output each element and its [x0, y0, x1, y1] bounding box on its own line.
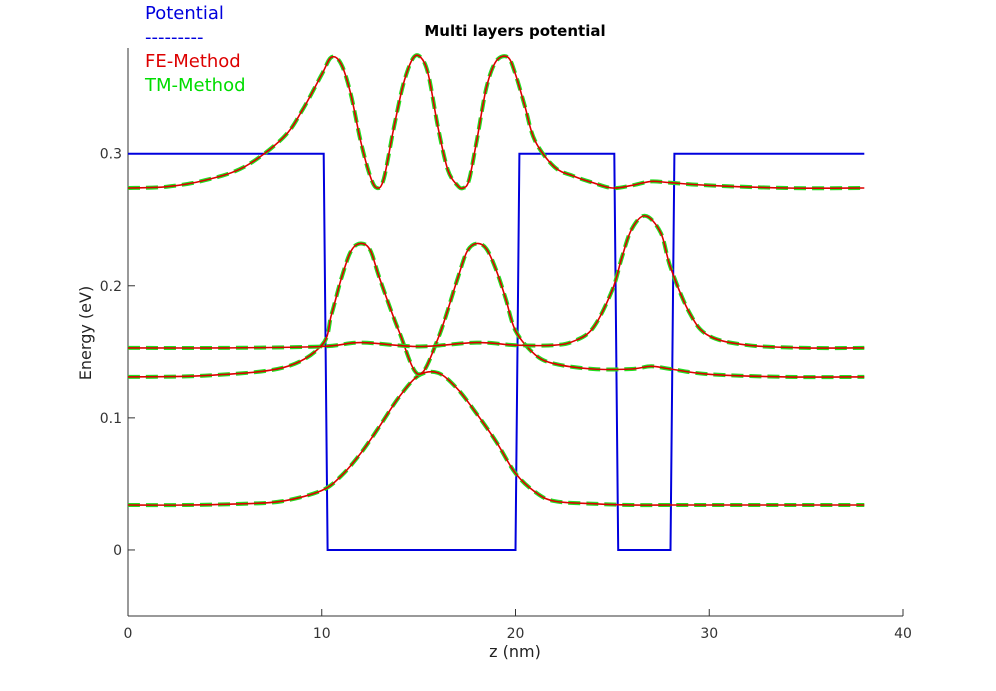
y-tick-label: 0: [113, 543, 122, 559]
legend-entry-dashes: ---------: [145, 27, 204, 48]
x-axis-label: z (nm): [489, 642, 541, 661]
x-tick-label: 20: [507, 626, 525, 642]
x-tick-label: 10: [313, 626, 331, 642]
legend-entry-fe-method: FE-Method: [145, 51, 241, 72]
x-tick-label: 30: [700, 626, 718, 642]
x-tick-label: 40: [894, 626, 912, 642]
tm-method-curve-4: [127, 53, 865, 191]
y-tick-label: 0.3: [100, 147, 122, 163]
fe-method-curve-4: [127, 54, 865, 190]
legend: Potential --------- FE-Method TM-Method: [145, 2, 246, 98]
fe-method-curve-2: [127, 242, 865, 378]
y-tick-label: 0.1: [100, 411, 122, 427]
chart-title: Multi layers potential: [424, 22, 605, 40]
tm-method-curve-1: [127, 369, 865, 508]
legend-entry-tm-method: TM-Method: [145, 75, 246, 96]
tm-method-curve-2: [127, 241, 865, 380]
fe-method-curve-3: [127, 214, 865, 349]
tm-method-curve-3: [127, 213, 865, 351]
fe-method-curve-1: [127, 370, 865, 506]
potential-line: [128, 152, 865, 551]
y-tick-label: 0.2: [100, 279, 122, 295]
legend-entry-potential: Potential: [145, 3, 224, 24]
y-axis-label: Energy (eV): [76, 286, 95, 380]
axes: 0 10 20 30 40 0 0.1 0.2 0.3: [100, 48, 912, 642]
x-tick-label: 0: [124, 626, 133, 642]
curves: [127, 53, 865, 551]
